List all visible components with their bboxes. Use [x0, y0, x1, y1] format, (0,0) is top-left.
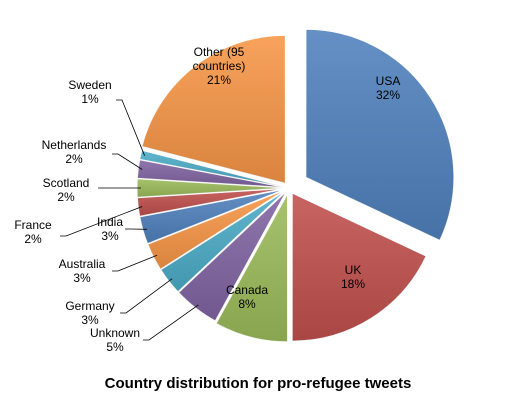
slice-label-line: Germany — [65, 299, 114, 313]
slice-labels: USA 32%UK 18%Canada 8%Unknown 5%Germany 3%Aus… — [14, 45, 400, 354]
leader-line-germany — [120, 278, 173, 314]
slice-label-line: Sweden — [68, 78, 111, 92]
slice-label-line: Other (95 — [194, 45, 245, 59]
slice-label-line: countries) — [193, 59, 246, 73]
slice-label-line: 3% — [73, 271, 91, 285]
slice-label-line: 1% — [81, 92, 99, 106]
leader-line-australia — [112, 254, 158, 272]
chart-title: Country distribution for pro-refugee twe… — [104, 375, 412, 392]
slice-label-sweden: Sweden 1% — [68, 78, 111, 106]
slice-label-canada: Canada 8% — [226, 283, 268, 311]
slice-label-line: UK — [345, 263, 362, 277]
slice-label-line: Canada — [226, 283, 268, 297]
pie-slice-shade-scotland — [136, 178, 285, 198]
slice-label-line: Unknown — [90, 326, 140, 340]
pie-slice-shade-australia — [147, 189, 286, 270]
slice-label-india: India 3% — [97, 215, 123, 243]
pie-slice-shade-other-95-countries — [141, 35, 286, 184]
pie-slice-shade-unknown — [178, 191, 287, 321]
slice-label-unknown: Unknown 5% — [90, 326, 140, 354]
pie-slice-shade-france — [137, 188, 286, 217]
pie-slice-shade-uk — [292, 193, 427, 342]
leader-line-unknown — [143, 304, 199, 341]
slice-label-line: 2% — [65, 152, 83, 166]
slice-label-scotland: Scotland 2% — [43, 176, 90, 204]
slice-label-line: USA — [376, 74, 401, 88]
slice-label-line: India — [97, 215, 123, 229]
slice-label-line: Netherlands — [42, 138, 107, 152]
slice-label-usa: USA 32% — [376, 74, 401, 102]
slice-label-line: France — [14, 218, 52, 232]
slice-label-line: 18% — [341, 277, 365, 291]
leader-line-netherlands — [112, 153, 143, 170]
slice-label-line: 3% — [101, 229, 119, 243]
pie-slice-shade-sweden — [139, 150, 286, 188]
slice-label-line: Australia — [59, 257, 106, 271]
slice-label-line: 32% — [376, 88, 400, 102]
pie-slice-shade-canada — [216, 193, 288, 342]
slice-label-netherlands: Netherlands 2% — [42, 138, 107, 166]
pie-slice-shade-india — [139, 189, 286, 244]
slice-label-uk: UK 18% — [341, 263, 365, 291]
leader-lines — [60, 99, 199, 341]
slice-label-line: 21% — [207, 73, 231, 87]
slice-label-line: 3% — [81, 313, 99, 327]
slice-label-line: 2% — [24, 232, 42, 246]
slice-label-australia: Australia 3% — [59, 257, 106, 285]
pie-slices — [136, 28, 455, 343]
slice-label-other-95-countries: Other (95 countries) 21% — [193, 45, 246, 87]
slice-label-france: France 2% — [14, 218, 52, 246]
leader-line-france — [60, 206, 143, 237]
leader-line-sweden — [116, 99, 145, 156]
pie-slice-shade-usa — [305, 29, 454, 241]
slice-label-line: 2% — [57, 190, 75, 204]
slice-label-germany: Germany 3% — [65, 299, 114, 327]
slice-label-line: Scotland — [43, 176, 90, 190]
slice-label-line: 5% — [106, 340, 124, 354]
slice-label-line: 8% — [238, 297, 256, 311]
pie-slice-shade-germany — [160, 190, 286, 292]
